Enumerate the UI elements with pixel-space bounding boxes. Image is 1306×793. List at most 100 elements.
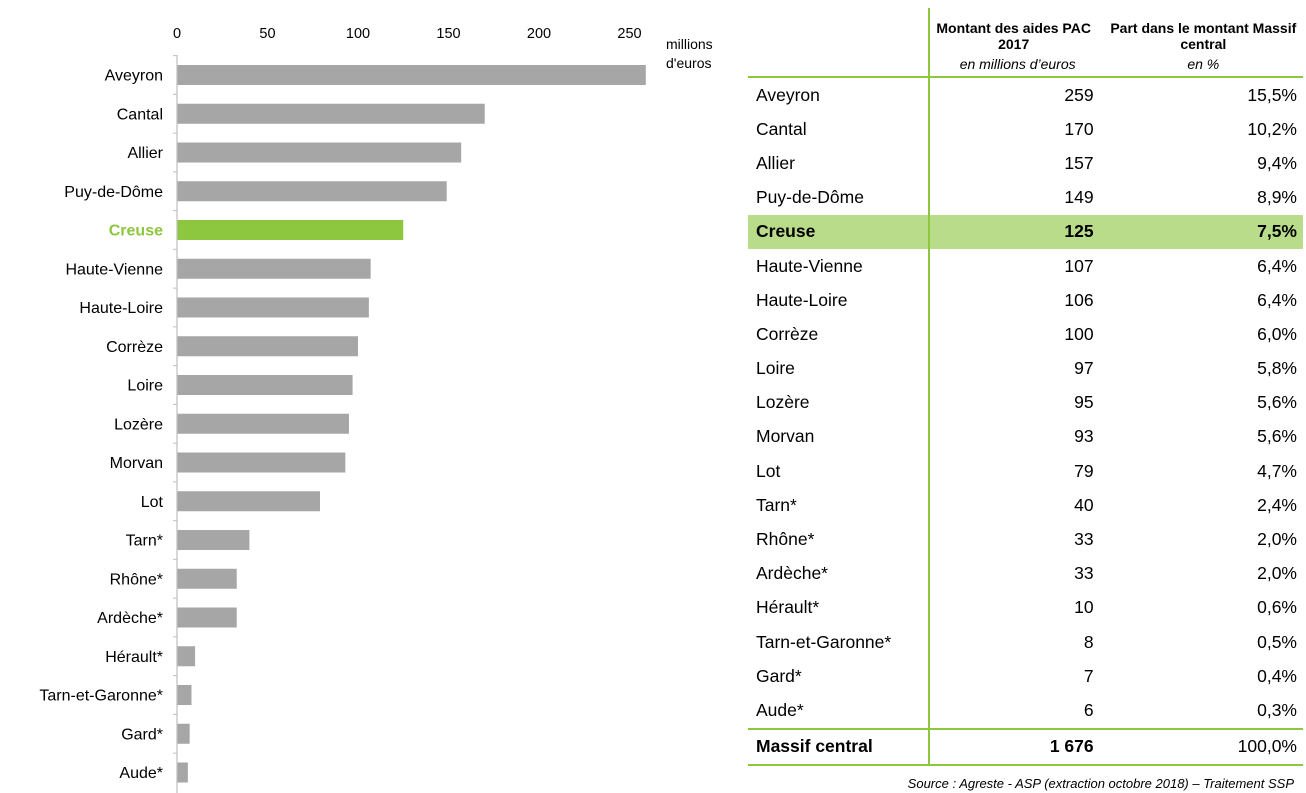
row-name: Allier xyxy=(756,152,795,173)
bar xyxy=(177,762,188,783)
table-row: Rhône* 33 2,0% xyxy=(748,522,1303,557)
table-row: Puy-de-Dôme 149 8,9% xyxy=(748,180,1303,215)
bar xyxy=(177,413,349,434)
row-share: 6,4% xyxy=(1257,255,1297,276)
total-share: 100,0% xyxy=(1105,727,1303,766)
bar xyxy=(177,103,485,124)
table-body: Aveyron 259 15,5% Cantal 170 10,2% Allier 157 9,… xyxy=(748,77,1303,729)
x-tick-label: 150 xyxy=(436,26,460,42)
row-name: Aude* xyxy=(756,699,804,720)
x-tick-label: 100 xyxy=(346,26,370,42)
y-category-label: Tarn* xyxy=(126,533,163,550)
row-share: 8,9% xyxy=(1257,187,1297,208)
row-name: Loire xyxy=(756,358,795,379)
row-amount: 6 xyxy=(927,693,1106,729)
bar xyxy=(177,65,646,85)
y-category-label: Loire xyxy=(127,378,163,395)
row-name: Hérault* xyxy=(756,597,820,618)
row-share: 4,7% xyxy=(1257,460,1297,481)
row-name: Aveyron xyxy=(756,84,820,105)
x-tick-label: 50 xyxy=(259,26,275,42)
row-share: 2,4% xyxy=(1257,494,1297,515)
bar xyxy=(177,375,353,395)
row-share: 6,4% xyxy=(1257,289,1297,310)
row-share: 0,5% xyxy=(1257,631,1297,652)
row-share: 0,3% xyxy=(1257,699,1297,720)
bar xyxy=(177,297,369,318)
row-share: 5,6% xyxy=(1257,392,1297,413)
table-row: Lozère 95 5,6% xyxy=(748,385,1303,420)
row-share: 0,4% xyxy=(1257,665,1297,686)
y-category-label: Creuse xyxy=(109,223,163,240)
table-row: Aude* 6 0,3% xyxy=(748,693,1303,729)
table-row: Haute-Loire 106 6,4% xyxy=(748,283,1303,318)
y-category-label: Rhône* xyxy=(110,571,163,588)
row-amount: 40 xyxy=(927,488,1106,523)
x-axis-unit-label: millions d'euros xyxy=(666,35,713,73)
bar xyxy=(177,685,192,705)
data-table: Montant des aides PAC 2017 Part dans le … xyxy=(748,8,1303,766)
bar xyxy=(177,142,462,163)
y-category-label: Corrèze xyxy=(106,339,163,356)
table-row: Cantal 170 10,2% xyxy=(748,112,1303,147)
table-row: Loire 97 5,8% xyxy=(748,351,1303,386)
row-name: Corrèze xyxy=(756,323,819,344)
table-row: Gard* 7 0,4% xyxy=(748,659,1303,694)
row-amount: 7 xyxy=(927,659,1106,694)
row-amount: 79 xyxy=(927,454,1106,489)
x-tick-label: 200 xyxy=(527,26,551,42)
table-row: Allier 157 9,4% xyxy=(748,146,1303,181)
row-share: 9,4% xyxy=(1257,152,1297,173)
bar xyxy=(177,530,250,550)
bar xyxy=(177,646,196,667)
row-amount: 157 xyxy=(927,146,1106,181)
row-name: Haute-Loire xyxy=(756,289,848,310)
total-amount: 1 676 xyxy=(927,727,1106,766)
data-table-container: Montant des aides PAC 2017 Part dans le … xyxy=(748,8,1303,766)
row-share: 15,5% xyxy=(1247,84,1297,105)
table-subheader-row: en millions d’euros en % xyxy=(748,52,1303,78)
table-header-row: Montant des aides PAC 2017 Part dans le … xyxy=(748,8,1303,52)
y-category-label: Puy-de-Dôme xyxy=(64,184,163,201)
row-amount: 107 xyxy=(927,248,1106,284)
table-row: Corrèze 100 6,0% xyxy=(748,317,1303,352)
table-row: Tarn-et-Garonne* 8 0,5% xyxy=(748,625,1303,660)
row-amount: 100 xyxy=(927,317,1106,352)
y-category-label: Tarn-et-Garonne* xyxy=(39,688,163,705)
row-name: Morvan xyxy=(756,426,815,447)
total-name: Massif central xyxy=(748,727,929,766)
row-name: Ardèche* xyxy=(756,563,828,584)
row-name: Cantal xyxy=(756,118,807,139)
table-row: Hérault* 10 0,6% xyxy=(748,590,1303,625)
y-category-label: Ardèche* xyxy=(97,610,163,627)
bar xyxy=(177,452,346,473)
x-tick-label: 0 xyxy=(173,26,181,42)
subheader-share: en % xyxy=(1105,52,1303,78)
row-amount: 149 xyxy=(927,180,1106,215)
row-name: Lozère xyxy=(756,392,810,413)
table-row: Lot 79 4,7% xyxy=(748,454,1303,489)
row-share: 7,5% xyxy=(1105,214,1303,249)
row-amount: 95 xyxy=(927,385,1106,420)
row-share: 2,0% xyxy=(1257,563,1297,584)
row-name: Puy-de-Dôme xyxy=(756,187,864,208)
y-category-label: Gard* xyxy=(121,726,163,743)
y-category-label: Cantal xyxy=(117,106,163,123)
row-amount: 33 xyxy=(927,556,1106,591)
y-category-label: Haute-Vienne xyxy=(65,261,163,278)
row-amount: 170 xyxy=(927,112,1106,147)
header-amount: Montant des aides PAC 2017 xyxy=(927,8,1106,52)
header-name-cell xyxy=(748,8,929,52)
row-amount: 10 xyxy=(927,590,1106,625)
row-amount: 93 xyxy=(927,419,1106,455)
bar xyxy=(177,491,320,512)
header-share: Part dans le montant Massif central xyxy=(1110,20,1297,52)
unit-label-line-2: d'euros xyxy=(666,55,712,71)
row-name: Gard* xyxy=(756,665,802,686)
row-amount: 125 xyxy=(927,214,1106,249)
table-row: Aveyron 259 15,5% xyxy=(748,77,1303,113)
bar xyxy=(177,181,447,202)
bar xyxy=(177,607,237,628)
y-category-label: Allier xyxy=(127,145,163,162)
source-note: Source : Agreste - ASP (extraction octob… xyxy=(907,776,1294,791)
